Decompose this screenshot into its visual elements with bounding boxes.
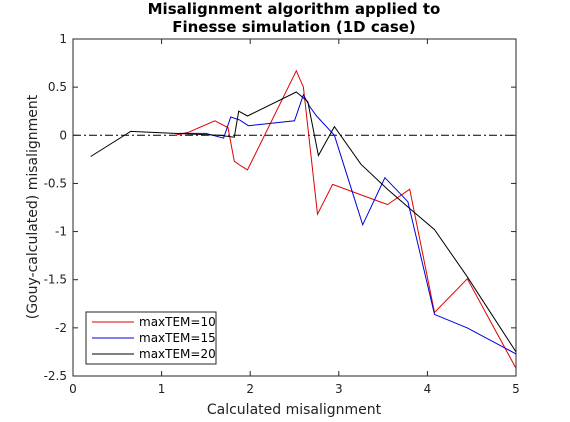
legend-label-3: maxTEM=20 (139, 347, 216, 361)
legend-label-2: maxTEM=15 (139, 331, 216, 345)
legend-label-1: maxTEM=10 (139, 315, 216, 329)
x-tick-label: 3 (335, 382, 343, 396)
y-axis-label: (Gouy-calculated) misalignment (25, 94, 41, 319)
series-layer (90, 69, 517, 369)
x-axis-label: Calculated misalignment (207, 402, 382, 418)
y-tick-label: -2 (55, 321, 67, 335)
x-tick-label: 5 (512, 382, 520, 396)
x-tick-label: 4 (424, 382, 432, 396)
x-tick-label: 1 (158, 382, 166, 396)
y-tick-label: -0.5 (44, 176, 67, 190)
x-tick-label: 2 (246, 382, 254, 396)
y-axis-ticks: -2.5 -2 -1.5 -1 -0.5 0 0.5 1 (44, 32, 516, 383)
plot-area (72, 38, 517, 377)
y-tick-label: 0 (59, 128, 67, 142)
x-tick-label: 0 (69, 382, 77, 396)
x-axis-ticks: 0 1 2 3 4 5 (69, 39, 520, 396)
y-tick-label: -1 (55, 225, 67, 239)
series-line-3 (90, 91, 517, 353)
chart-title-line-1: Misalignment algorithm applied to (148, 0, 441, 18)
y-tick-label: 1 (59, 32, 67, 46)
y-tick-label: -2.5 (44, 369, 67, 383)
plot-frame (72, 38, 517, 377)
chart-title-line-2: Finesse simulation (1D case) (172, 18, 416, 36)
legend: maxTEM=10 maxTEM=15 maxTEM=20 (85, 311, 217, 365)
series-line-2 (179, 93, 517, 355)
y-tick-label: -1.5 (44, 273, 67, 287)
series-line-1 (174, 69, 517, 369)
y-tick-label: 0.5 (48, 80, 67, 94)
